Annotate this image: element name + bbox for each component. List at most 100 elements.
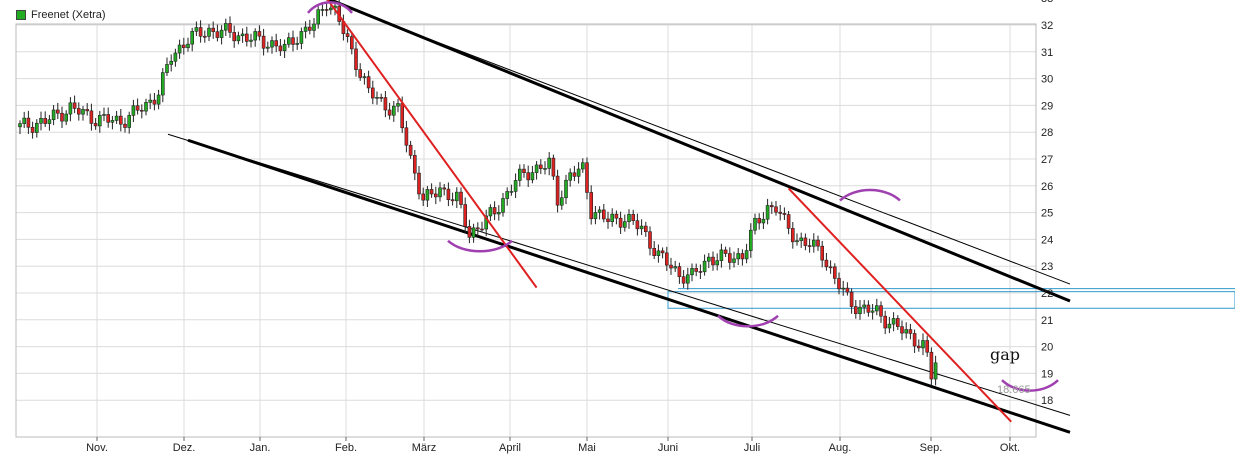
candle-up [736, 253, 741, 260]
candle-up [114, 115, 119, 121]
candle-down [446, 188, 451, 201]
y-tick-label: 32 [1041, 20, 1053, 32]
candle-down [119, 115, 123, 125]
candle-down [72, 102, 77, 109]
candle-down [291, 37, 295, 45]
y-tick-label: 22 [1041, 288, 1053, 300]
candle-up [438, 187, 442, 198]
candle-down [106, 114, 110, 123]
candle-up [47, 119, 52, 124]
candle-down [816, 239, 820, 247]
reversal-arc [839, 188, 901, 202]
candle-up [496, 212, 501, 215]
x-tick-label: März [412, 442, 436, 454]
candle-up [51, 109, 56, 120]
candle-down [203, 35, 207, 38]
candle-down [459, 191, 463, 205]
candle-down [635, 220, 640, 230]
trend-lines [326, 0, 1012, 423]
candle-up [18, 123, 22, 128]
candle-up [286, 37, 291, 45]
candle-down [463, 204, 468, 227]
candle-up [887, 323, 892, 329]
candle-up [303, 26, 308, 32]
candle-down [26, 117, 31, 128]
candle-down [757, 217, 762, 224]
candle-down [379, 97, 384, 99]
candle-up [110, 120, 115, 123]
candle-down [711, 256, 715, 266]
reversal-arc [1001, 379, 1059, 392]
candle-down [538, 164, 543, 169]
channel-lines [167, 0, 1071, 434]
candle-down [232, 32, 236, 42]
candle-down [631, 214, 636, 221]
candle-down [643, 225, 648, 233]
y-tick-label: 19 [1041, 368, 1053, 380]
candle-down [723, 249, 728, 254]
candle-up [488, 207, 493, 217]
candle-up [98, 114, 102, 127]
candle-down [215, 31, 220, 38]
candle-down [152, 99, 157, 105]
candle-up [224, 23, 228, 31]
candle-down [354, 48, 358, 70]
candle-up [517, 168, 522, 181]
candle-down [182, 44, 186, 49]
candle-down [849, 291, 854, 307]
candle-down [404, 127, 409, 146]
candle-up [375, 97, 379, 99]
candle-up [207, 27, 211, 37]
candle-up [249, 39, 253, 42]
candle-up [862, 304, 867, 308]
candle-up [173, 52, 178, 62]
candle-up [559, 197, 564, 206]
candle-down [387, 109, 392, 116]
x-tick-label: Aug. [829, 442, 852, 454]
low-annotation: 18.665 [997, 384, 1031, 396]
candle-down [782, 213, 787, 215]
candle-down [660, 250, 665, 254]
candle-down [925, 340, 930, 353]
candle-down [522, 168, 526, 173]
candle-up [858, 306, 862, 314]
candle-up [219, 29, 224, 38]
candle-up [270, 40, 274, 48]
candle-down [929, 351, 934, 380]
candle-up [795, 240, 799, 243]
legend-label: Freenet (Xetra) [31, 9, 106, 21]
channel-lower-thick [187, 138, 1071, 434]
candle-down [664, 252, 669, 266]
candle-up [564, 179, 568, 199]
candle-up [161, 72, 165, 96]
candle-up [690, 268, 694, 276]
candle-down [677, 266, 682, 277]
candle-up [501, 198, 505, 213]
candle-up [597, 209, 602, 213]
candle-up [610, 213, 615, 222]
candle-down [614, 213, 619, 219]
candle-down [895, 318, 900, 327]
candle-down [828, 266, 833, 269]
candle-up [127, 115, 131, 128]
candle-down [421, 193, 426, 201]
y-tick-label: 30 [1041, 74, 1053, 86]
candle-up [656, 250, 661, 256]
candle-down [43, 118, 48, 124]
candle-up [715, 260, 720, 266]
candle-down [429, 189, 434, 195]
candle-down [727, 253, 732, 263]
candle-down [93, 123, 98, 127]
candle-up [547, 157, 552, 169]
candle-up [874, 305, 879, 312]
candle-up [811, 239, 816, 247]
y-tick-label: 29 [1041, 100, 1053, 112]
plot-frame [15, 23, 1037, 438]
candle-up [685, 274, 690, 284]
x-tick-label: Dez. [173, 442, 196, 454]
candle-down [467, 226, 472, 238]
candle-down [807, 245, 812, 247]
candle-down [601, 209, 606, 220]
candle-up [64, 113, 68, 122]
